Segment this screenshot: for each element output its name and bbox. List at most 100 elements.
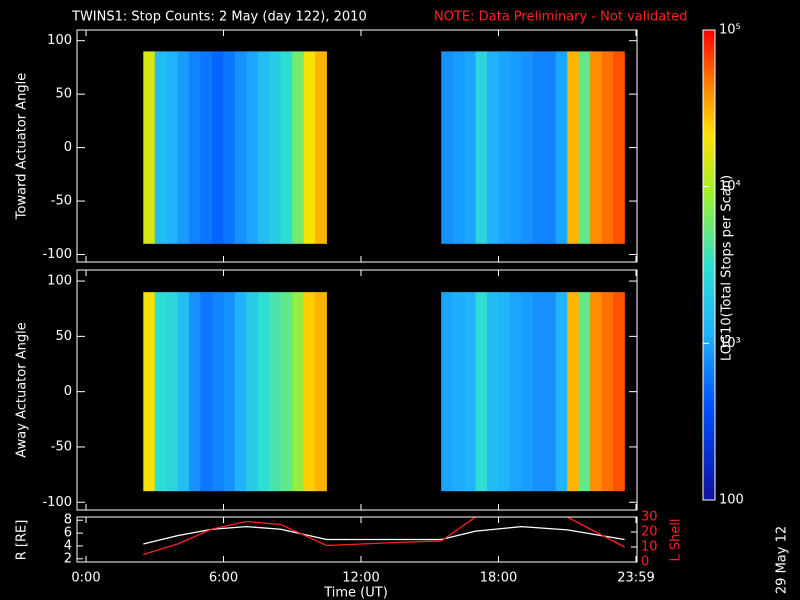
panel-frame [76, 29, 638, 263]
spectrogram-cell [166, 51, 178, 244]
spectrogram-cell [315, 292, 327, 492]
spectrogram-cell [200, 292, 213, 492]
footer-date: 29 May 12 [775, 526, 790, 594]
colorbar-tick-label: 10⁴ [719, 179, 741, 194]
spectrogram-cell [578, 292, 591, 492]
spectrogram-cell [246, 51, 259, 244]
x-axis-label: Time (UT) [323, 586, 388, 600]
chart-title: TWINS1: Stop Counts: 2 May (day 122), 20… [71, 10, 367, 25]
spectrogram-cell [532, 292, 545, 492]
y-tick-label: 50 [55, 87, 72, 102]
spectrogram-cell [509, 51, 522, 244]
spectrogram-cell [464, 292, 476, 492]
y2-axis-label: L Shell [669, 518, 684, 561]
y-tick-label: 0 [64, 384, 72, 399]
spectrogram-cell [269, 292, 282, 492]
spectrogram-cell [315, 51, 327, 244]
spectrogram-cell [154, 51, 167, 244]
x-tick-label: 12:00 [342, 571, 379, 586]
spectrogram-cell [177, 51, 190, 244]
spectrogram-cell [487, 292, 499, 492]
x-tick-label: 0:00 [71, 571, 100, 586]
spectrogram-cell [590, 51, 602, 244]
y-axis-label: Away Actuator Angle [15, 322, 30, 457]
spectrogram-cell [234, 51, 247, 244]
spectrogram-cell [613, 51, 625, 244]
spectrogram-cell [200, 51, 213, 244]
spectrogram-cell [177, 292, 190, 492]
spectrogram-cell [189, 292, 201, 492]
y-tick-label: 6 [64, 526, 72, 541]
spectrogram-cell [509, 292, 522, 492]
orbit-line [143, 525, 625, 545]
spectrogram-cell [601, 51, 614, 244]
spectrogram-cell [567, 51, 580, 244]
spectrogram-cell [269, 51, 282, 244]
colorbar-tick-label: 100 [719, 493, 744, 508]
spectrogram-cell [498, 51, 511, 244]
y2-tick-label: 0 [641, 555, 649, 570]
y-tick-label: -100 [42, 247, 72, 262]
spectrogram-cell [292, 51, 305, 244]
spectrogram-cell [246, 292, 259, 492]
spectrogram-cell [212, 51, 224, 244]
spectrogram-cell [452, 292, 465, 492]
spectrogram-cell [521, 51, 534, 244]
y-tick-label: 4 [64, 538, 72, 553]
spectrogram-cell [154, 292, 167, 492]
spectrogram-cell [567, 292, 580, 492]
spectrogram-cell [590, 292, 602, 492]
spectrogram-cell [223, 51, 236, 244]
x-tick-label: 23:59 [617, 571, 654, 586]
y-axis-label: Toward Actuator Angle [15, 73, 30, 220]
x-tick-label: 6:00 [209, 571, 238, 586]
spectrogram-cell [601, 292, 614, 492]
spectrogram-cell [303, 51, 316, 244]
spectrogram-cell [475, 292, 488, 492]
spectrogram-cell [521, 292, 534, 492]
spectrogram-cell [257, 292, 270, 492]
spectrogram-cell [143, 292, 156, 492]
spectrogram-cell [555, 51, 568, 244]
spectrogram-cell [280, 292, 293, 492]
panel-frame [76, 516, 638, 563]
y-tick-label: -100 [42, 495, 72, 510]
y2-tick-label: 10 [641, 540, 658, 555]
spectrogram-cell [441, 51, 453, 244]
y-tick-label: 100 [47, 274, 72, 289]
colorbar [702, 29, 716, 501]
spectrogram-cell [555, 292, 568, 492]
spectrogram-cell [532, 51, 545, 244]
y-axis-label: R [RE] [15, 520, 30, 561]
spectrogram-cell [189, 51, 201, 244]
spectrogram-cell [544, 292, 557, 492]
spectrogram-cell [212, 292, 224, 492]
spectrogram-cell [452, 51, 465, 244]
colorbar-tick-label: 10⁵ [719, 23, 741, 38]
spectrogram-cell [143, 51, 156, 244]
spectrogram-cell [257, 51, 270, 244]
colorbar-label: LOG10(Total Stops per Scan) [720, 175, 735, 361]
spectrogram-cell [498, 292, 511, 492]
spectrogram-cell [544, 51, 557, 244]
spectrogram-cell [578, 51, 591, 244]
x-tick-label: 18:00 [480, 571, 517, 586]
spectrogram-cell [166, 292, 178, 492]
spectrogram-cell [464, 51, 476, 244]
note: NOTE: Data Preliminary - Not validated [434, 10, 688, 25]
orbit-lines [143, 517, 625, 556]
spectrogram-cell [234, 292, 247, 492]
y2-tick-label: 20 [641, 525, 658, 540]
spectrogram-cell [475, 51, 488, 244]
y-tick-label: 100 [47, 33, 72, 48]
spectrogram-cell [303, 292, 316, 492]
y-tick-label: 50 [55, 329, 72, 344]
spectrogram-cell [613, 292, 625, 492]
panel-frame [76, 269, 638, 511]
spectrogram-cell [441, 292, 453, 492]
colorbar-tick-label: 10³ [719, 336, 741, 351]
y2-tick-label: 30 [641, 510, 658, 525]
spectrogram-cell [223, 292, 236, 492]
y-tick-label: -50 [51, 194, 72, 209]
